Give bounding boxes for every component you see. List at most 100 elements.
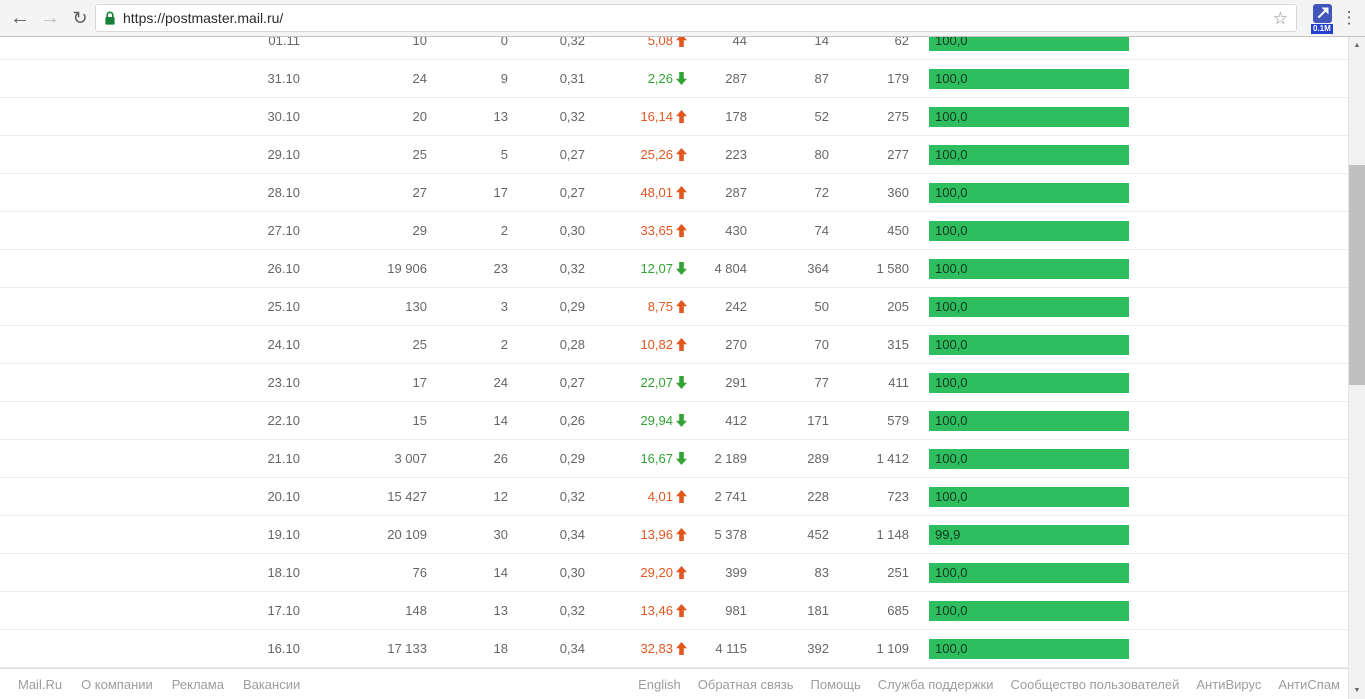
address-bar[interactable]: https://postmaster.mail.ru/ ☆ <box>95 4 1297 32</box>
cell-date: 21.10 <box>267 451 300 466</box>
bookmark-star-icon[interactable]: ☆ <box>1272 8 1288 28</box>
cell-v2: 14 <box>493 565 508 580</box>
cell-percent-trend: 29,94 <box>575 402 687 439</box>
table-row: 26.10 19 906 23 0,32 12,07 4 804 364 1 5… <box>0 250 1348 288</box>
cell-v2: 0 <box>500 37 508 48</box>
cell-v3: 0,30 <box>559 565 585 580</box>
cell-v3: 0,30 <box>559 223 585 238</box>
footer-link-right-0[interactable]: English <box>638 676 681 692</box>
cell-v3: 0,27 <box>559 375 585 390</box>
cell-v1: 130 <box>405 299 427 314</box>
scrollbar-up-icon[interactable]: ▲ <box>1353 42 1361 49</box>
trend-arrow-icon <box>676 37 687 47</box>
cell-v7: 450 <box>887 223 909 238</box>
footer-link-right-6[interactable]: АнтиСпам <box>1278 676 1340 692</box>
footer-link-right-3[interactable]: Служба поддержки <box>877 676 994 692</box>
cell-v6: 77 <box>814 375 829 390</box>
footer-right-links: English Обратная связь Помощь Служба поддер… <box>638 677 1340 692</box>
cell-v1: 76 <box>412 565 427 580</box>
cell-v1: 15 <box>412 413 427 428</box>
cell-v3: 0,32 <box>559 37 585 48</box>
secure-lock-icon[interactable] <box>104 11 116 26</box>
footer-link-left-1[interactable]: О компании <box>81 676 153 692</box>
cell-percent-trend: 8,75 <box>575 288 687 325</box>
percent-value: 33,65 <box>640 223 673 238</box>
footer-link-left-3[interactable]: Вакансии <box>242 676 301 692</box>
cell-v6: 228 <box>807 489 829 504</box>
cell-v5: 291 <box>725 375 747 390</box>
cell-v5: 399 <box>725 565 747 580</box>
cell-percent-trend: 5,08 <box>575 37 687 59</box>
cell-v2: 23 <box>493 261 508 276</box>
delivered-bar: 99,9 <box>929 525 1129 545</box>
delivered-bar: 100,0 <box>929 601 1129 621</box>
delivered-bar: 100,0 <box>929 183 1129 203</box>
table-row: 30.10 20 13 0,32 16,14 178 52 275 100,0 <box>0 98 1348 136</box>
trend-arrow-icon <box>676 224 687 237</box>
footer-link-left-0[interactable]: Mail.Ru <box>18 676 63 692</box>
cell-v2: 3 <box>500 299 508 314</box>
footer-link-right-1[interactable]: Обратная связь <box>697 676 794 692</box>
cell-v7: 1 412 <box>876 451 909 466</box>
delivered-value: 100,0 <box>935 223 968 238</box>
chrome-menu-icon[interactable]: ⋮ <box>1340 8 1358 27</box>
scrollbar-thumb[interactable] <box>1349 165 1365 385</box>
cell-v6: 392 <box>807 641 829 656</box>
cell-v7: 275 <box>887 109 909 124</box>
trend-arrow-icon <box>676 566 687 579</box>
cell-v7: 360 <box>887 185 909 200</box>
cell-date: 29.10 <box>267 147 300 162</box>
scrollbar-down-icon[interactable]: ▼ <box>1353 687 1361 694</box>
cell-v2: 18 <box>493 641 508 656</box>
trend-arrow-icon <box>676 262 687 275</box>
cell-v5: 270 <box>725 337 747 352</box>
percent-value: 29,94 <box>640 413 673 428</box>
percent-value: 22,07 <box>640 375 673 390</box>
back-icon[interactable]: ← <box>10 6 30 29</box>
vertical-scrollbar[interactable]: ▲ ▼ <box>1348 37 1365 699</box>
delivered-value: 100,0 <box>935 413 968 428</box>
percent-value: 10,82 <box>640 337 673 352</box>
delivered-value: 100,0 <box>935 147 968 162</box>
cell-v5: 178 <box>725 109 747 124</box>
cell-date: 01.11 <box>268 37 300 48</box>
cell-date: 19.10 <box>267 527 300 542</box>
percent-value: 12,07 <box>640 261 673 276</box>
reload-icon[interactable]: ↻ <box>72 7 88 28</box>
delivered-bar: 100,0 <box>929 221 1129 241</box>
cell-date: 31.10 <box>267 71 300 86</box>
trend-arrow-icon <box>676 490 687 503</box>
cell-v1: 3 007 <box>394 451 427 466</box>
table-row: 01.11 10 0 0,32 5,08 44 14 62 100,0 <box>0 37 1348 60</box>
cell-v5: 4 804 <box>714 261 747 276</box>
cell-v6: 289 <box>807 451 829 466</box>
footer-link-right-4[interactable]: Сообщество пользователей <box>1010 676 1180 692</box>
table-row: 22.10 15 14 0,26 29,94 412 171 579 100,0 <box>0 402 1348 440</box>
delivered-value: 100,0 <box>935 261 968 276</box>
cell-v2: 14 <box>493 413 508 428</box>
cell-v6: 50 <box>814 299 829 314</box>
footer-link-left-2[interactable]: Реклама <box>171 676 224 692</box>
percent-value: 32,83 <box>640 641 673 656</box>
trend-arrow-icon <box>676 110 687 123</box>
cell-v5: 2 741 <box>714 489 747 504</box>
cell-v5: 44 <box>732 37 747 48</box>
footer-link-right-5[interactable]: АнтиВирус <box>1196 676 1262 692</box>
extension-icon <box>1313 4 1332 23</box>
cell-v2: 24 <box>493 375 508 390</box>
cell-v3: 0,28 <box>559 337 585 352</box>
extension-button[interactable]: 0.1M <box>1311 3 1335 34</box>
percent-value: 25,26 <box>640 147 673 162</box>
delivered-bar: 100,0 <box>929 107 1129 127</box>
footer-link-right-2[interactable]: Помощь <box>810 676 861 692</box>
delivered-value: 100,0 <box>935 185 968 200</box>
cell-v2: 13 <box>493 109 508 124</box>
trend-arrow-icon <box>676 72 687 85</box>
cell-v2: 12 <box>493 489 508 504</box>
url-text[interactable]: https://postmaster.mail.ru/ <box>123 10 284 26</box>
cell-date: 17.10 <box>267 603 300 618</box>
delivered-bar: 100,0 <box>929 487 1129 507</box>
cell-v7: 1 580 <box>876 261 909 276</box>
cell-percent-trend: 25,26 <box>575 136 687 173</box>
cell-v6: 52 <box>814 109 829 124</box>
